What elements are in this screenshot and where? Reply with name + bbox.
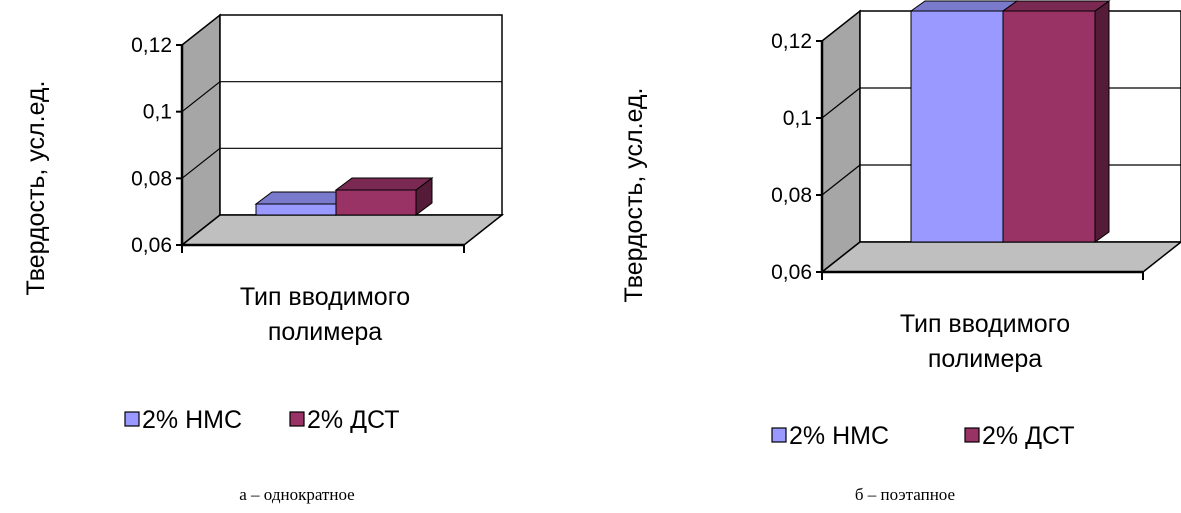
- legend-swatch: [289, 411, 305, 427]
- y-tick-label: 0,12: [771, 30, 812, 53]
- bar-1: [255, 203, 337, 216]
- y-tick-label: 0,08: [771, 184, 812, 207]
- y-tick-label: 0,06: [131, 234, 172, 257]
- bar-top-1: [909, 0, 1019, 12]
- legend-label: 2% НМС: [142, 406, 242, 434]
- bar-top-2: [1001, 0, 1111, 12]
- gridline: [181, 147, 502, 179]
- y-tick-label: 0,08: [131, 167, 172, 190]
- bar-1: [910, 10, 1004, 243]
- side-wall: [181, 13, 221, 247]
- bar-2: [1002, 10, 1096, 243]
- y-tick-label: 0,1: [783, 107, 812, 130]
- caption-b: б – поэтапное: [855, 485, 955, 504]
- x-category-label: Тип вводимого: [900, 310, 1070, 338]
- x-category-label: Тип вводимого: [240, 283, 410, 311]
- bar-side-2: [1094, 0, 1110, 243]
- legend-label: 2% ДСТ: [307, 406, 400, 434]
- y-tick-label: 0,12: [131, 34, 172, 57]
- floor: [179, 214, 505, 246]
- legend-swatch: [124, 411, 140, 427]
- legend-swatch: [771, 427, 787, 443]
- x-category-label: полимера: [928, 345, 1042, 373]
- chart-a: 0,06 0,08 0,1 0,12 Твердость, усл.ед. Тип вво…: [22, 13, 505, 434]
- y-axis-title: Твердость, усл.ед.: [620, 88, 648, 303]
- gridline: [181, 81, 502, 113]
- legend-swatch: [964, 427, 980, 443]
- caption-a: а – однократное: [239, 485, 354, 504]
- legend-label: 2% ДСТ: [982, 422, 1075, 450]
- side-wall: [821, 9, 861, 274]
- y-tick-label: 0,06: [771, 261, 812, 284]
- floor: [819, 241, 1181, 273]
- x-category-label: полимера: [268, 318, 382, 346]
- y-tick-label: 0,1: [143, 101, 172, 124]
- chart-b: 0,06 0,08 0,1 0,12 Твердость, усл.ед. Тип вво…: [620, 0, 1181, 450]
- legend-label: 2% НМС: [789, 422, 889, 450]
- bar-2: [335, 189, 417, 216]
- y-axis-title: Твердость, усл.ед.: [22, 81, 50, 296]
- bar-top-2: [334, 177, 434, 191]
